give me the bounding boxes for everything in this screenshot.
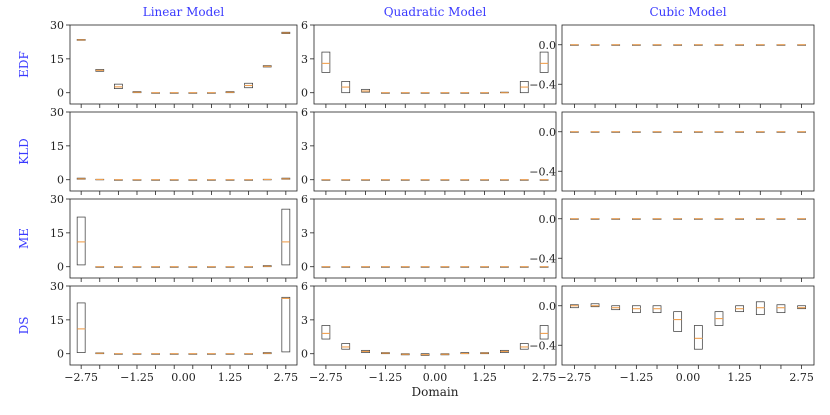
y-tick-label: −0.4 <box>529 165 556 178</box>
x-tick-label: −1.25 <box>620 371 654 384</box>
y-tick-label: 30 <box>50 193 64 206</box>
y-tick-label: 6 <box>301 106 308 119</box>
y-tick-label: 15 <box>50 227 64 240</box>
axes-frame <box>69 198 298 279</box>
y-tick-label: 3 <box>301 227 308 240</box>
axes-frame <box>313 285 557 366</box>
axes-frame <box>313 24 557 105</box>
box <box>321 51 331 73</box>
box <box>341 343 351 350</box>
y-tick-label: 0 <box>57 261 64 274</box>
panel: 0.0 −0.4 <box>529 24 815 108</box>
y-tick-label: 0 <box>301 261 308 274</box>
y-tick-label: 0.0 <box>539 213 557 226</box>
row-label: EDF <box>17 51 31 78</box>
y-tick-label: 0.0 <box>539 126 557 139</box>
y-tick-label: 0.0 <box>539 39 557 52</box>
row-label: KLD <box>17 138 31 165</box>
box <box>281 208 291 266</box>
x-tick-label: 0.00 <box>676 371 701 384</box>
y-tick-label: 6 <box>301 193 308 206</box>
column-title: Linear Model <box>143 5 225 19</box>
panel: 0 3 6 <box>301 193 557 282</box>
x-tick-label: 0.00 <box>423 371 448 384</box>
axes-frame <box>69 285 298 366</box>
y-tick-label: −0.4 <box>529 78 556 91</box>
box <box>321 325 331 340</box>
y-tick-label: 3 <box>301 314 308 327</box>
box <box>539 325 549 340</box>
x-tick-label: 1.25 <box>218 371 243 384</box>
panel: 0 15 30 <box>50 193 298 282</box>
axes-frame <box>561 24 815 105</box>
axes-frame <box>561 111 815 192</box>
x-tick-label: −2.75 <box>558 371 592 384</box>
x-tick-label: 2.75 <box>532 371 557 384</box>
row-label: ME <box>17 228 31 249</box>
y-tick-label: −0.4 <box>529 339 556 352</box>
y-tick-label: 0 <box>301 87 308 100</box>
x-axis-label: Domain <box>412 385 459 399</box>
axes-frame <box>69 111 298 192</box>
y-tick-label: −0.4 <box>529 252 556 265</box>
y-tick-label: 0 <box>57 174 64 187</box>
y-tick-label: 0 <box>301 348 308 361</box>
panel: 0.0 −0.4 <box>529 198 815 282</box>
y-tick-label: 6 <box>301 19 308 32</box>
axes-frame <box>69 24 298 105</box>
y-tick-label: 0 <box>57 348 64 361</box>
y-tick-label: 3 <box>301 53 308 66</box>
x-tick-label: 2.75 <box>789 371 814 384</box>
y-tick-label: 30 <box>50 280 64 293</box>
box <box>519 343 529 350</box>
panel: 0 15 30 <box>50 19 298 108</box>
x-tick-label: −2.75 <box>309 371 343 384</box>
labels-group: Linear Model Quadratic Model Cubic Model ED… <box>17 5 727 399</box>
box <box>673 311 683 332</box>
panel: 0.0 −0.4 −2.75 −1.25 0.00 1.25 2.75 <box>529 285 815 384</box>
panel: 0 3 6 −2.75 −1.25 0.00 1.25 2.75 <box>301 280 557 384</box>
box <box>693 325 703 350</box>
y-tick-label: 0 <box>301 174 308 187</box>
y-tick-label: 6 <box>301 280 308 293</box>
y-tick-label: 30 <box>50 106 64 119</box>
x-tick-label: −2.75 <box>64 371 98 384</box>
column-title: Cubic Model <box>649 5 726 19</box>
box <box>281 296 291 353</box>
panel: 0 3 6 <box>301 106 557 195</box>
panel: 0 15 30 <box>50 106 298 195</box>
box <box>76 302 86 353</box>
y-tick-label: 15 <box>50 53 64 66</box>
axes-frame <box>313 111 557 192</box>
axes-frame <box>561 285 815 366</box>
column-title: Quadratic Model <box>384 5 487 19</box>
y-tick-label: 3 <box>301 140 308 153</box>
y-tick-label: 15 <box>50 314 64 327</box>
axes-frame <box>313 198 557 279</box>
box <box>76 216 86 266</box>
x-tick-label: −1.25 <box>120 371 154 384</box>
panel: 0.0 −0.4 <box>529 111 815 195</box>
row-label: DS <box>17 317 31 335</box>
panel: 0 3 6 <box>301 19 557 108</box>
axes-frame <box>561 198 815 279</box>
y-tick-label: 30 <box>50 19 64 32</box>
x-tick-label: 1.25 <box>727 371 752 384</box>
panel: 0 15 30 −2.75 −1.25 0.00 1.25 2.75 <box>50 280 298 384</box>
x-tick-label: −1.25 <box>369 371 403 384</box>
y-tick-label: 0 <box>57 87 64 100</box>
box <box>776 304 786 314</box>
y-tick-label: 15 <box>50 140 64 153</box>
x-tick-label: 1.25 <box>472 371 497 384</box>
y-tick-label: 0.0 <box>539 300 557 313</box>
box <box>539 51 549 73</box>
x-tick-label: 2.75 <box>274 371 299 384</box>
x-tick-label: 0.00 <box>171 371 196 384</box>
